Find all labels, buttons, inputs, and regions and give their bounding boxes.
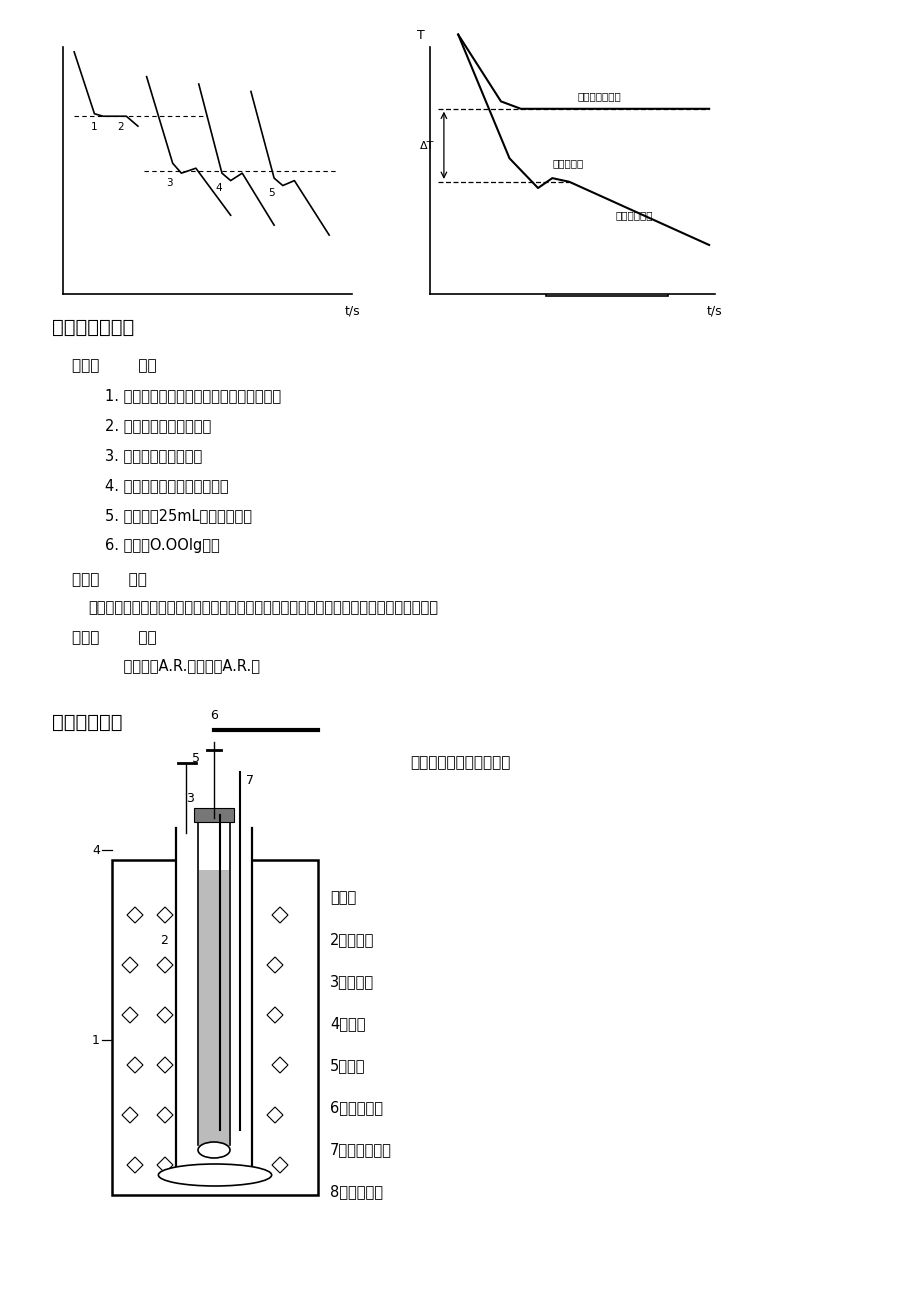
Text: 4: 4 [215, 184, 222, 193]
Text: 5. 移液管（25mL）、洗耳球；: 5. 移液管（25mL）、洗耳球； [105, 508, 252, 523]
X-axis label: t/s: t/s [707, 305, 721, 318]
Text: 2: 2 [117, 122, 124, 133]
Polygon shape [232, 1007, 248, 1023]
Polygon shape [267, 956, 283, 973]
Bar [176, 829, 251, 1179]
Text: 1: 1 [91, 122, 97, 133]
Text: 纯溶剂冷却曲线: 纯溶剂冷却曲线 [577, 91, 621, 102]
Text: 8精密温差仪: 8精密温差仪 [330, 1184, 382, 1199]
Text: ΔT: ΔT [419, 141, 434, 151]
Polygon shape [127, 1057, 142, 1072]
Text: 5搅拌器: 5搅拌器 [330, 1058, 365, 1072]
Text: 1: 1 [92, 1033, 100, 1046]
Polygon shape [232, 907, 248, 923]
Text: 2玻璃套管: 2玻璃套管 [330, 932, 374, 947]
Polygon shape [157, 907, 173, 923]
Text: 5: 5 [192, 752, 199, 765]
Bar [199, 870, 229, 1151]
Text: 溶液冷却曲线: 溶液冷却曲线 [615, 210, 652, 220]
Polygon shape [122, 1108, 138, 1123]
Text: 6. 天平（O.OOlg）。: 6. 天平（O.OOlg）。 [105, 538, 220, 552]
Polygon shape [232, 956, 248, 973]
Text: 2. 小搅拌杆、大搅拌杆；: 2. 小搅拌杆、大搅拌杆； [105, 418, 211, 433]
Polygon shape [272, 907, 288, 923]
Text: 锤子、保温瓶、试管、环形搅拌棒、移液管、贝克曼温度计一支、分析天平、滤纸、冰块；: 锤子、保温瓶、试管、环形搅拌棒、移液管、贝克曼温度计一支、分析天平、滤纸、冰块； [88, 599, 437, 615]
Text: 6温差仪探头: 6温差仪探头 [330, 1100, 382, 1115]
Text: （二）      工具: （二） 工具 [72, 572, 147, 586]
Polygon shape [157, 1007, 173, 1023]
Text: 五、实验步骤: 五、实验步骤 [52, 713, 122, 732]
Text: 四、仪器和试剂: 四、仪器和试剂 [52, 318, 134, 337]
Polygon shape [127, 1157, 142, 1173]
Bar [112, 860, 318, 1195]
Polygon shape [272, 1157, 288, 1173]
Text: T: T [416, 29, 425, 42]
Text: 4. 精密电子温差仪、温度计；: 4. 精密电子温差仪、温度计； [105, 478, 229, 493]
Polygon shape [122, 1007, 138, 1023]
Text: 图 1  纯溶剂和溶液的冷却曲线: 图 1 纯溶剂和溶液的冷却曲线 [149, 278, 251, 291]
Text: 3: 3 [166, 179, 173, 188]
Text: 7: 7 [245, 774, 254, 787]
Text: 6: 6 [210, 709, 218, 722]
Ellipse shape [198, 1141, 230, 1158]
Polygon shape [127, 907, 142, 923]
Text: 3. 水浴缸、水浴缸盖；: 3. 水浴缸、水浴缸盖； [105, 448, 202, 463]
Text: 1. 凝固点管、凝固点管塞、凝固点管套管；: 1. 凝固点管、凝固点管塞、凝固点管套管； [105, 388, 281, 403]
Bar [194, 808, 233, 822]
Polygon shape [267, 1007, 283, 1023]
Text: 4: 4 [92, 843, 100, 856]
Text: 环己烷（A.R.）、萘（A.R.）: 环己烷（A.R.）、萘（A.R.） [105, 658, 260, 674]
Polygon shape [232, 1057, 248, 1072]
Text: 外推凝固点: 外推凝固点 [551, 158, 583, 168]
Text: 3凝固点管: 3凝固点管 [330, 975, 374, 989]
Polygon shape [157, 1157, 173, 1173]
Polygon shape [157, 1057, 173, 1072]
Text: （一）        仪器: （一） 仪器 [72, 358, 156, 373]
Polygon shape [232, 1157, 248, 1173]
Text: 玻璃缸: 玻璃缸 [330, 890, 356, 906]
Polygon shape [157, 956, 173, 973]
Text: （三）        试剂: （三） 试剂 [72, 629, 156, 645]
X-axis label: t/s: t/s [345, 305, 359, 318]
Polygon shape [267, 1108, 283, 1123]
Text: （一）如图安装实验装置: （一）如图安装实验装置 [409, 754, 510, 770]
Text: 图2外推法求纯溶剂和溶液的凝固点: 图2外推法求纯溶剂和溶液的凝固点 [550, 278, 663, 291]
Text: 3: 3 [186, 791, 194, 804]
Ellipse shape [158, 1164, 271, 1186]
Text: 5: 5 [267, 188, 274, 198]
Polygon shape [272, 1057, 288, 1072]
Text: 7冰水浴温度计: 7冰水浴温度计 [330, 1141, 391, 1157]
Polygon shape [122, 956, 138, 973]
Polygon shape [232, 1108, 248, 1123]
Text: 2: 2 [160, 933, 168, 946]
Polygon shape [157, 1108, 173, 1123]
Text: 4搅拌器: 4搅拌器 [330, 1016, 365, 1031]
